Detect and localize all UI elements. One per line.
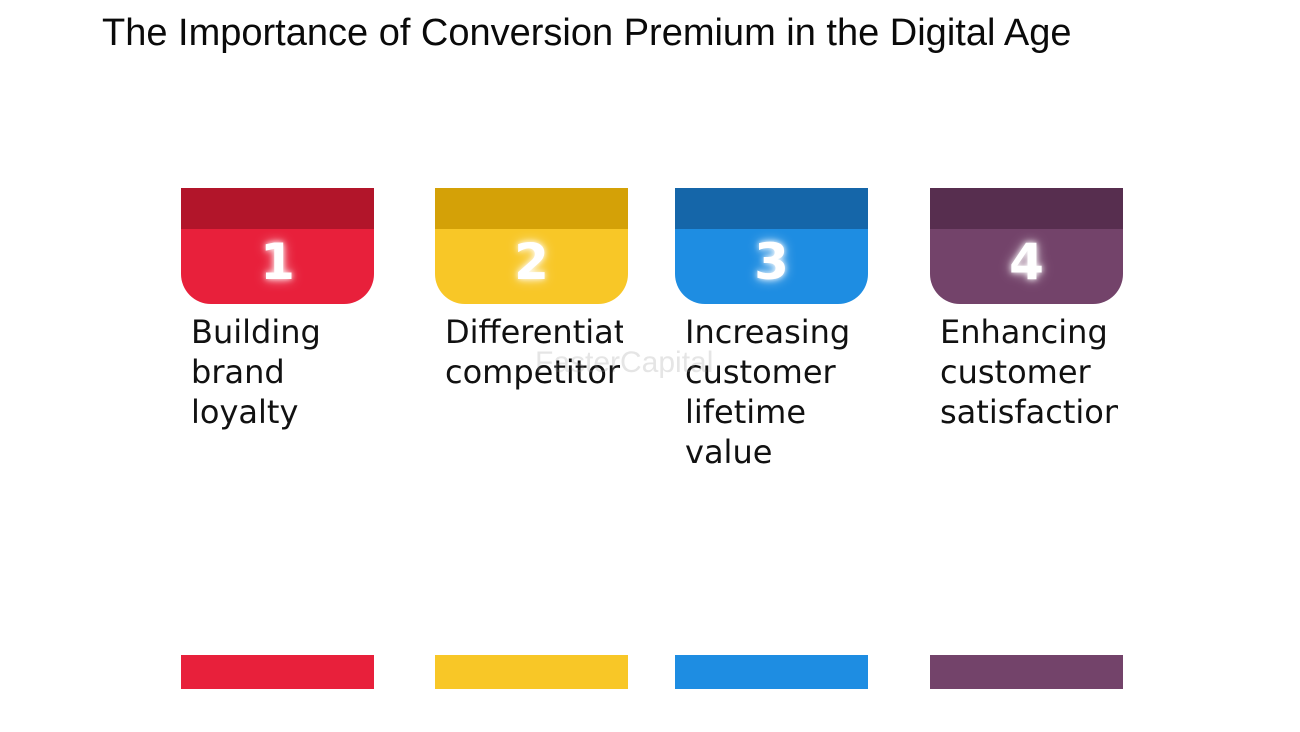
card-text-line: satisfaction [940,393,1118,431]
card-text-line: competitor [445,353,621,391]
card-text: Increasing customer lifetime value [685,312,863,472]
card-text-line: customer [685,353,836,391]
card-4: 4 Enhancing customer satisfaction [930,188,1123,689]
card-footer-bar [930,655,1123,689]
card-footer-bar [435,655,628,689]
card-text-line: Enhancing [940,313,1108,351]
card-text-line: brand [191,353,285,391]
card-text-line: customer [940,353,1091,391]
card-2: 2 Differentiat competitor [435,188,628,689]
card-number-tab [181,229,374,304]
card-footer-bar [181,655,374,689]
card-number: 1 [260,233,295,291]
card-header-band [435,188,628,229]
card-1: 1 Building brand loyalty [181,188,374,689]
card-text-line: Differentiat [445,313,623,351]
card-footer-bar [675,655,868,689]
card-text-line: loyalty [191,393,299,431]
card-3: 3 Increasing customer lifetime value [675,188,868,689]
watermark: FasterCapital [535,346,714,379]
card-header: 2 [435,188,628,304]
card-number: 3 [754,233,789,291]
card-text-line: value [685,433,773,471]
page-title: The Importance of Conversion Premium in … [102,12,1072,54]
card-number: 2 [514,233,549,291]
card-text-line: lifetime [685,393,807,431]
card-text: Differentiat competitor [445,312,623,392]
card-header-band [930,188,1123,229]
card-text: Building brand loyalty [191,312,369,432]
card-header: 1 [181,188,374,304]
card-number-tab [930,229,1123,304]
card-text: Enhancing customer satisfaction [940,312,1118,432]
card-number: 4 [1009,233,1044,291]
card-header-band [181,188,374,229]
card-text-line: Increasing [685,313,851,351]
card-number-tab [675,229,868,304]
card-text-line: Building [191,313,321,351]
card-header-band [675,188,868,229]
card-header: 3 [675,188,868,304]
card-header: 4 [930,188,1123,304]
card-number-tab [435,229,628,304]
